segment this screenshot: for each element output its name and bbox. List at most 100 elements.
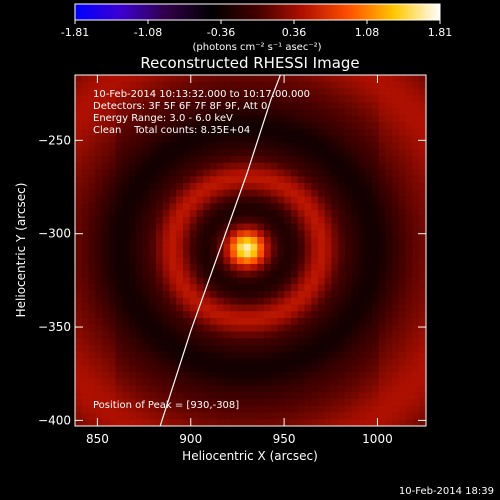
heatmap-cell (257, 250, 265, 258)
heatmap-cell (142, 135, 150, 144)
heatmap-cell (156, 358, 164, 366)
heatmap-cell (419, 291, 426, 299)
heatmap-cell (156, 412, 164, 420)
heatmap-cell (216, 270, 225, 279)
heatmap-cell (372, 297, 380, 306)
heatmap-cell (331, 210, 339, 218)
heatmap-cell (378, 129, 387, 137)
heatmap-cell (365, 95, 373, 103)
heatmap-cell (196, 392, 204, 400)
heatmap-cell (270, 210, 279, 218)
heatmap-cell (88, 237, 96, 245)
heatmap-cell (196, 250, 204, 258)
heatmap-cell (243, 122, 252, 130)
heatmap-cell (297, 223, 306, 231)
heatmap-cell (135, 169, 144, 177)
heatmap-cell (372, 250, 380, 258)
heatmap-cell (75, 81, 83, 90)
heatmap-cell (122, 162, 130, 171)
heatmap-cell (169, 169, 177, 177)
heatmap-cell (405, 156, 414, 164)
heatmap-cell (135, 162, 144, 171)
heatmap-cell (392, 149, 400, 157)
heatmap-cell (210, 162, 218, 171)
heatmap-cell (405, 284, 414, 292)
heatmap-cell (277, 331, 285, 339)
heatmap-cell (169, 385, 177, 393)
heatmap-cell (345, 372, 353, 380)
heatmap-cell (223, 324, 231, 333)
heatmap-cell (196, 135, 204, 144)
heatmap-cell (311, 277, 319, 285)
heatmap-cell (88, 264, 96, 272)
heatmap-cell (378, 257, 387, 265)
heatmap-cell (378, 95, 387, 103)
heatmap-cell (216, 95, 225, 103)
heatmap-cell (372, 304, 380, 312)
heatmap-cell (210, 149, 218, 157)
heatmap-cell (257, 115, 265, 123)
heatmap-cell (318, 365, 326, 373)
heatmap-cell (230, 183, 238, 191)
heatmap-cell (399, 345, 407, 353)
heatmap-cell (243, 291, 252, 299)
heatmap-cell (176, 81, 184, 90)
heatmap-cell (176, 189, 184, 198)
heatmap-cell (318, 102, 326, 110)
heatmap-cell (331, 419, 339, 426)
heatmap-cell (230, 284, 238, 292)
heatmap-cell (149, 419, 157, 426)
heatmap-cell (223, 257, 231, 265)
heatmap-cell (264, 419, 272, 426)
heatmap-cell (385, 135, 393, 144)
heatmap-cell (412, 351, 420, 360)
heatmap-cell (243, 81, 252, 90)
heatmap-cell (304, 311, 312, 319)
heatmap-cell (142, 372, 150, 380)
heatmap-cell (203, 149, 211, 157)
heatmap-cell (176, 149, 184, 157)
heatmap-cell (270, 88, 279, 96)
heatmap-cell (210, 257, 218, 265)
heatmap-cell (75, 129, 83, 137)
heatmap-cell (419, 129, 426, 137)
heatmap-cell (304, 365, 312, 373)
heatmap-cell (270, 412, 279, 420)
heatmap-cell (88, 399, 96, 407)
heatmap-cell (162, 338, 171, 346)
heatmap-cell (291, 304, 299, 312)
heatmap-cell (318, 156, 326, 164)
heatmap-cell (88, 102, 96, 110)
heatmap-cell (135, 270, 144, 279)
heatmap-cell (237, 230, 245, 238)
heatmap-cell (351, 331, 360, 339)
heatmap-cell (291, 149, 299, 157)
heatmap-cell (250, 196, 258, 204)
heatmap-cell (142, 250, 150, 258)
heatmap-cell (189, 372, 198, 380)
heatmap-cell (142, 419, 150, 426)
heatmap-cell (365, 365, 373, 373)
heatmap-cell (385, 122, 393, 130)
heatmap-cell (358, 75, 366, 83)
heatmap-cell (115, 149, 123, 157)
heatmap-cell (351, 405, 360, 414)
heatmap-cell (264, 264, 272, 272)
heatmap-cell (230, 264, 238, 272)
heatmap-cell (338, 351, 346, 360)
heatmap-cell (88, 365, 96, 373)
heatmap-cell (372, 230, 380, 238)
heatmap-cell (149, 270, 157, 279)
heatmap-cell (392, 75, 400, 83)
heatmap-cell (264, 95, 272, 103)
heatmap-cell (203, 183, 211, 191)
heatmap-cell (311, 156, 319, 164)
heatmap-cell (243, 115, 252, 123)
heatmap-cell (257, 223, 265, 231)
heatmap-cell (358, 297, 366, 306)
heatmap-cell (311, 216, 319, 225)
heatmap-cell (183, 291, 191, 299)
heatmap-cell (297, 345, 306, 353)
heatmap-cell (304, 216, 312, 225)
heatmap-cell (203, 169, 211, 177)
